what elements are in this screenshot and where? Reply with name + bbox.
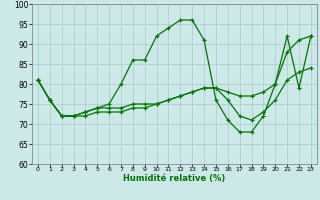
X-axis label: Humidité relative (%): Humidité relative (%) xyxy=(123,174,226,183)
